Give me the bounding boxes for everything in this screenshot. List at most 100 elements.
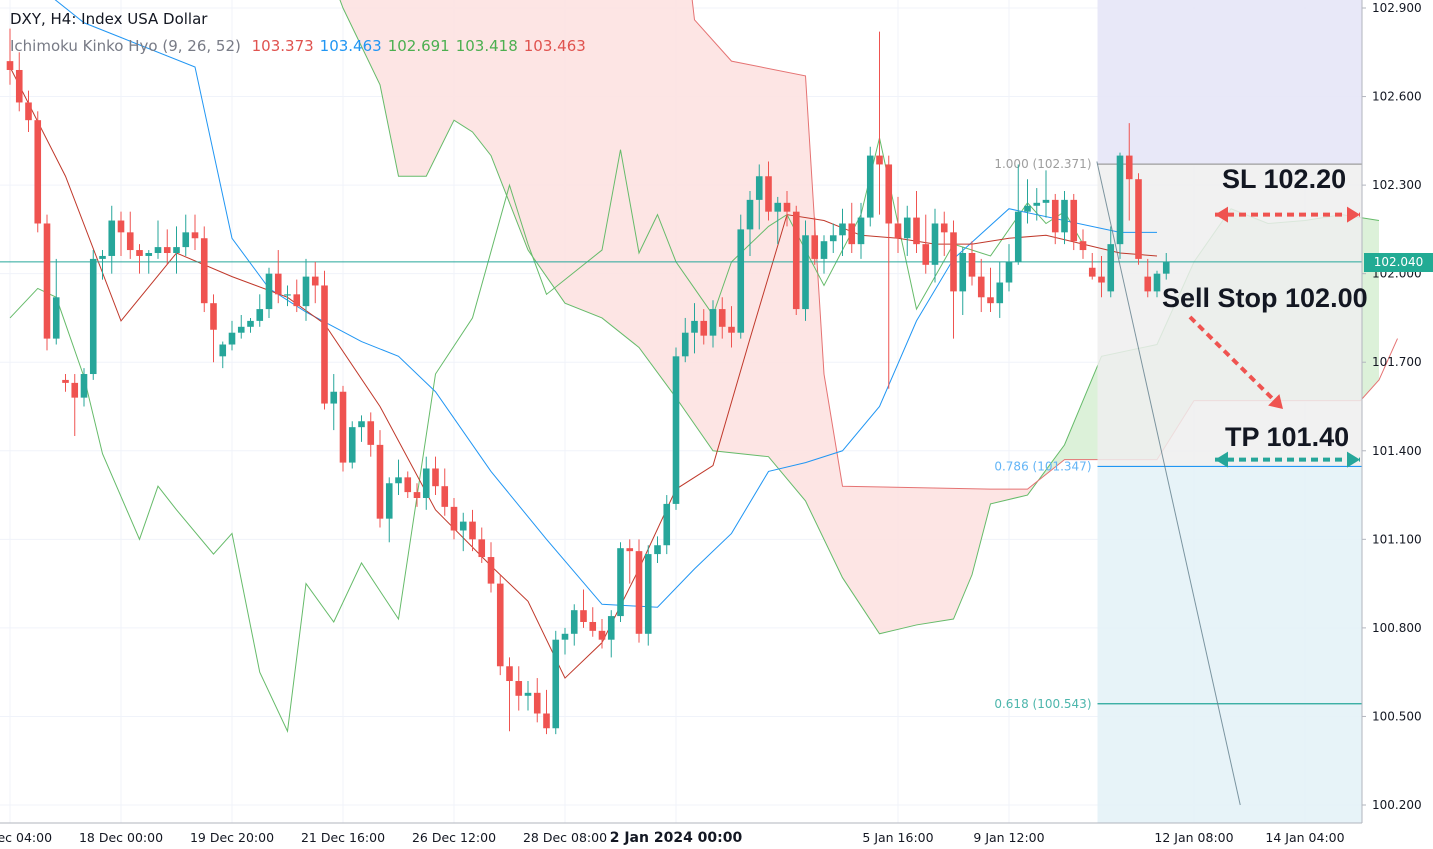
x-tick-label: 2 Jan 2024 00:00 [610, 830, 743, 846]
candle-body [1107, 244, 1115, 292]
candle-body [626, 548, 634, 552]
y-tick-label: 102.600 [1372, 90, 1422, 104]
sell-target-arrow [1188, 315, 1285, 411]
candle-body [136, 250, 143, 256]
legend: DXY, H4: Index USA Dollar Ichimoku Kinko… [10, 10, 586, 55]
candle-body [413, 492, 421, 499]
trend-line [1096, 161, 1241, 806]
candle-body [43, 223, 51, 339]
fib-level-label: 1.000 (102.371) [994, 157, 1091, 171]
candle-body [543, 713, 550, 729]
candle-body [774, 202, 782, 212]
candle-body [1070, 199, 1078, 242]
fibonacci-retracement: 1.000 (102.371) 0.786 (101.347) 0.618 (100… [994, 0, 1362, 823]
candle-body [894, 223, 902, 239]
candle-body [1079, 241, 1087, 251]
candle-body [496, 583, 504, 667]
indicator-value-1: 103.373 [251, 37, 314, 55]
candle-body [469, 521, 476, 540]
candle-body [524, 692, 532, 696]
candle-body [644, 554, 652, 634]
candle-body [1061, 199, 1068, 233]
sl-annotation: SL 102.20 [1222, 164, 1347, 194]
fib-zone-upper [1097, 0, 1362, 165]
trend-line [1096, 161, 1241, 806]
candle-body [478, 539, 486, 558]
sell-stop-annotation: Sell Stop 102.00 [1162, 283, 1368, 313]
tenkan-sen-line [9, 66, 1158, 679]
candle-body [163, 247, 171, 254]
candle-body [1144, 276, 1152, 292]
current-price-label: 102.040 [1364, 253, 1433, 272]
candle-body [200, 238, 208, 304]
kijun-sen-line [54, 0, 1157, 608]
candle-body [321, 285, 328, 404]
fib-zone-lower [1097, 466, 1362, 823]
candle-body [663, 503, 671, 546]
candle-body [62, 379, 69, 383]
candle-body [1116, 155, 1124, 245]
candle-body [228, 332, 236, 345]
candle-body [367, 421, 375, 445]
y-tick-label: 101.700 [1372, 355, 1422, 369]
candle-body [404, 477, 412, 493]
candle-body [1088, 267, 1096, 277]
x-tick-label: 14 Dec 04:00 [0, 830, 52, 845]
tp-annotation: TP 101.40 [1225, 422, 1350, 452]
candle-body [515, 681, 523, 696]
x-tick-label: 14 Jan 04:00 [1265, 830, 1344, 845]
candle-body [6, 61, 14, 70]
y-tick-label: 102.900 [1372, 1, 1422, 15]
candle-body [1153, 273, 1161, 292]
candle-body [654, 545, 661, 555]
candle-body [635, 551, 643, 634]
candle-body [737, 229, 745, 333]
candle-body [1098, 276, 1105, 283]
candle-body [589, 621, 597, 631]
candle-body [126, 232, 134, 251]
candle-body [339, 391, 347, 463]
candle-body [552, 639, 560, 729]
candle-body [247, 320, 254, 327]
candle-body [561, 633, 569, 640]
fib-level-label: 0.786 (101.347) [994, 459, 1091, 473]
indicator-name: Ichimoku Kinko Hyo (9, 26, 52) [10, 37, 241, 55]
y-tick-label: 102.300 [1372, 178, 1422, 192]
cloud-bearish [339, 0, 1037, 634]
candle-body [395, 477, 402, 484]
candle-body [922, 244, 930, 265]
y-tick-label: 100.500 [1372, 709, 1422, 723]
candle-body [617, 548, 624, 617]
sl-arrow-head [1347, 206, 1360, 223]
chart-title: DXY, H4: Index USA Dollar [10, 10, 208, 28]
trade-arrows [1188, 206, 1360, 468]
candlesticks [6, 28, 1170, 735]
indicator-value-3: 102.691 [387, 37, 450, 55]
candle-body [783, 202, 791, 212]
candle-body [487, 557, 495, 584]
candle-body [1162, 261, 1170, 274]
candle-body [931, 223, 939, 265]
candle-body [792, 211, 800, 310]
candle-body [885, 164, 893, 224]
indicator-value-5: 103.463 [523, 37, 586, 55]
candle-body [34, 120, 42, 224]
x-tick-label: 12 Jan 08:00 [1154, 830, 1233, 845]
candle-body [977, 276, 985, 298]
candle-body [903, 217, 911, 239]
candle-body [950, 232, 957, 292]
candle-body [52, 297, 60, 339]
candle-body [117, 220, 125, 233]
indicator-value-4: 103.418 [455, 37, 518, 55]
candle-body [99, 255, 106, 259]
candle-body [256, 309, 264, 321]
candle-body [959, 253, 967, 292]
candle-body [1042, 199, 1050, 203]
candle-body [1135, 179, 1142, 259]
candle-body [432, 468, 439, 487]
candle-body [450, 506, 458, 531]
candle-body [1051, 199, 1059, 233]
candle-body [89, 258, 97, 375]
x-tick-label: 9 Jan 12:00 [973, 830, 1044, 845]
